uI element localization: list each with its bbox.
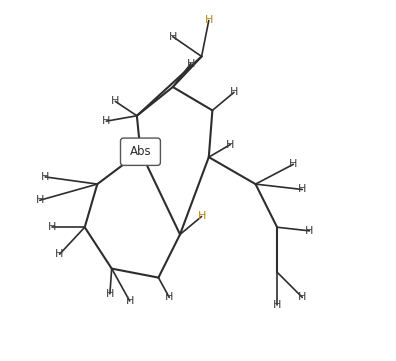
FancyBboxPatch shape bbox=[120, 138, 160, 165]
Text: H: H bbox=[298, 184, 307, 195]
Text: H: H bbox=[106, 289, 114, 299]
Text: H: H bbox=[187, 58, 195, 69]
Text: H: H bbox=[169, 32, 177, 42]
Text: H: H bbox=[298, 292, 307, 303]
Text: H: H bbox=[305, 226, 314, 236]
Text: H: H bbox=[111, 96, 120, 106]
Text: H: H bbox=[126, 296, 134, 306]
Text: H: H bbox=[273, 300, 281, 310]
Text: H: H bbox=[226, 140, 234, 149]
Text: H: H bbox=[48, 222, 57, 232]
Text: H: H bbox=[41, 172, 50, 182]
Text: H: H bbox=[289, 159, 297, 169]
Text: H: H bbox=[165, 292, 173, 303]
Text: H: H bbox=[198, 212, 206, 221]
Text: H: H bbox=[55, 249, 64, 259]
Text: Abs: Abs bbox=[129, 145, 151, 158]
Text: H: H bbox=[36, 195, 44, 205]
Text: H: H bbox=[102, 116, 110, 126]
Text: H: H bbox=[230, 87, 238, 97]
Text: H: H bbox=[205, 16, 213, 26]
